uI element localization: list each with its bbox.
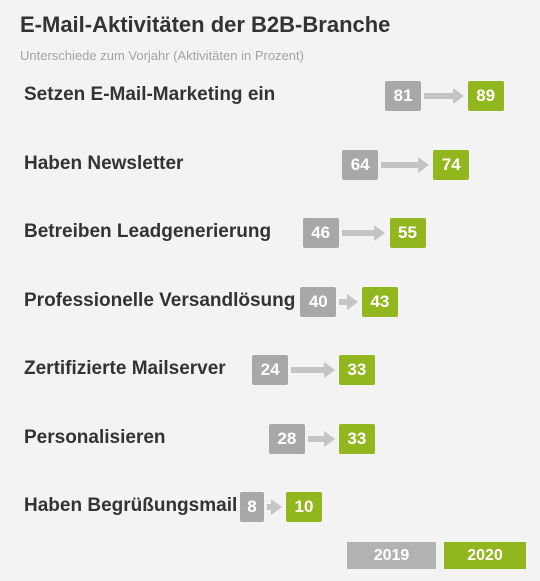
change-arrow-icon <box>341 218 386 248</box>
value-2019: 8 <box>240 492 264 522</box>
row-label: Setzen E-Mail-Marketing ein <box>24 84 276 105</box>
legend-2020: 2020 <box>444 542 526 569</box>
row-label: Haben Newsletter <box>24 152 184 174</box>
value-2019: 28 <box>268 423 305 454</box>
value-2019: 40 <box>300 286 337 317</box>
value-2020: 43 <box>361 286 398 317</box>
row-label: Zertifizierte Mailserver <box>24 358 226 379</box>
value-2019: 24 <box>252 355 289 385</box>
value-2020: 33 <box>338 355 375 385</box>
chart-title: E-Mail-Aktivitäten der B2B-Branche <box>20 12 391 37</box>
change-arrow-icon <box>381 150 430 180</box>
value-2020: 74 <box>433 149 470 180</box>
change-arrow-icon <box>291 355 335 385</box>
change-arrow-icon <box>424 81 464 111</box>
change-arrow-icon <box>267 492 282 522</box>
change-arrow-icon <box>339 287 358 317</box>
value-2019: 81 <box>385 81 422 111</box>
legend-2019: 2019 <box>347 542 436 569</box>
chart-subtitle: Unterschiede zum Vorjahr (Aktivitäten in… <box>20 48 304 63</box>
value-2020: 55 <box>389 218 426 248</box>
value-2020: 33 <box>338 423 375 454</box>
row-label: Betreiben Leadgenerierung <box>24 221 272 242</box>
value-2020: 10 <box>286 492 322 522</box>
row-label: Professionelle Versandlösung <box>24 289 296 311</box>
row-label: Haben Begrüßungsmail <box>24 495 238 516</box>
value-2019: 64 <box>342 149 379 180</box>
change-arrow-icon <box>307 424 335 454</box>
row-label: Personalisieren <box>24 426 166 448</box>
value-2019: 46 <box>302 218 339 248</box>
value-2020: 89 <box>467 81 504 111</box>
